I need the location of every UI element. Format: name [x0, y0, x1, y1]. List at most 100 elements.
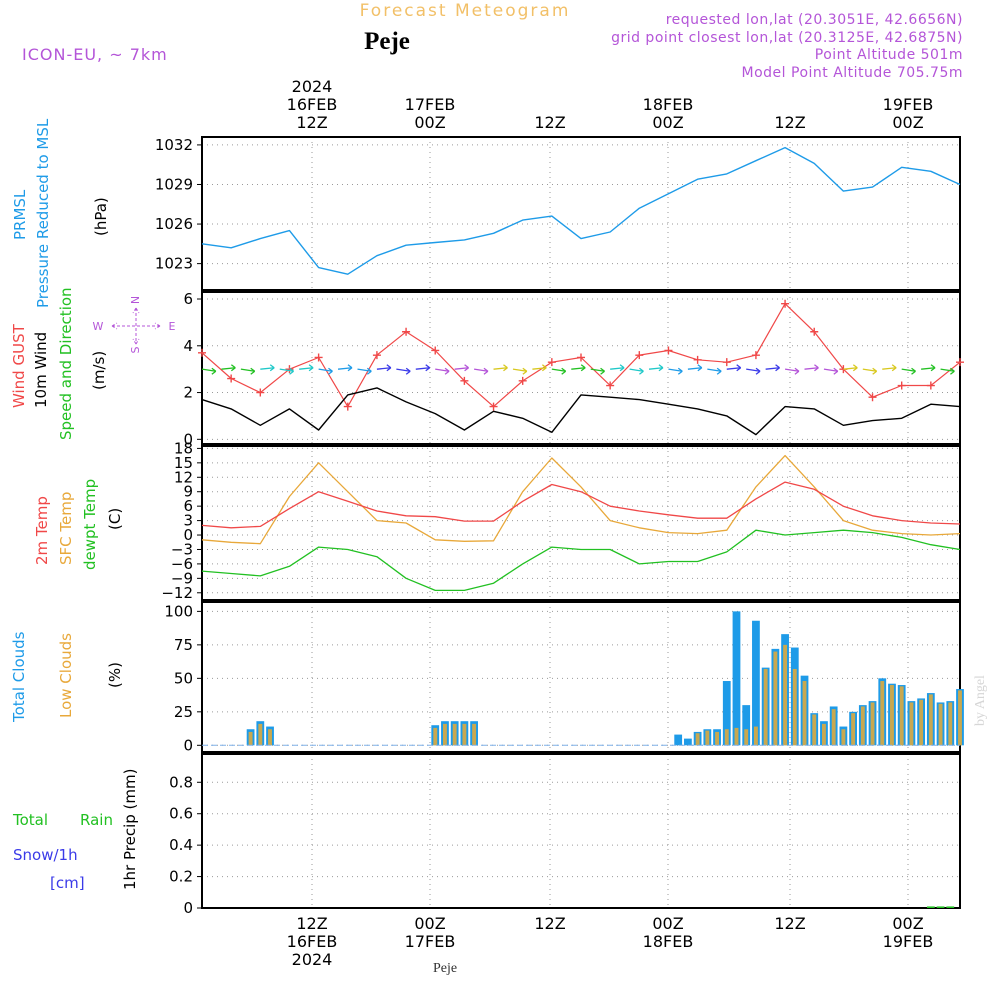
wind-arrow-head [814, 364, 819, 372]
wind-arrow-head [736, 364, 742, 372]
wind-direction-arrow [279, 368, 294, 372]
compass-arrows-icon [111, 307, 161, 345]
wind-arrow-head [386, 364, 392, 372]
wind-direction-arrow [396, 368, 411, 372]
total-cloud-bar [732, 611, 741, 746]
low-cloud-bar [909, 702, 914, 746]
low-cloud-bar [783, 644, 788, 746]
wind-arrow-head [328, 367, 333, 375]
y-tick-label: −12 [161, 584, 193, 602]
wind-arrow-head [541, 364, 547, 372]
bottom-hour-label: 00Z [652, 914, 683, 933]
location-name: Peje [364, 28, 410, 55]
compass-north: N [129, 296, 142, 304]
low-cloud-bar [812, 714, 817, 746]
wind-direction-arrow [435, 368, 450, 372]
point-altitude: Point Altitude 501m [815, 47, 963, 63]
low-cloud-bar [443, 723, 447, 746]
low-cloud-bar [268, 729, 272, 746]
wind-arrow-head [464, 364, 469, 372]
low-cloud-bar [919, 699, 924, 746]
footer-location: Peje [433, 961, 457, 976]
total-cloud-bar [674, 734, 683, 746]
temp-2m-line [201, 481, 961, 529]
label-snow: Snow/1h [13, 846, 78, 864]
wind-direction-arrow [590, 368, 605, 372]
y-tick-label: 1023 [155, 255, 193, 273]
rain-bar [946, 906, 955, 908]
y-tick-label: 50 [174, 669, 193, 687]
temp-panel-labels: 2m Temp SFC Temp dewpt Temp (C) [33, 479, 124, 570]
label-wind-gust: Wind GUST [10, 323, 28, 408]
bottom-date-label: 16FEB [287, 932, 338, 951]
wind-arrow-head [444, 367, 450, 375]
wind-direction-arrow [707, 368, 722, 372]
wind-arrow-head [425, 364, 431, 372]
y-tick-label: 1029 [155, 175, 193, 193]
wind-arrow-head [405, 367, 411, 375]
low-cloud-bar [958, 690, 962, 746]
bottom-hour-label: 00Z [892, 914, 923, 933]
low-cloud-bar [734, 727, 739, 746]
panel-frame [201, 136, 961, 291]
credit-watermark: by Angel [973, 675, 988, 726]
wind-gust-marker [577, 353, 585, 362]
wind-arrow-head [600, 367, 605, 375]
wind-arrow-head [483, 367, 489, 375]
compass-east: E [169, 320, 176, 333]
y-tick-label: 3 [183, 512, 193, 530]
wind-arrow-head [794, 367, 800, 375]
low-cloud-bar [938, 703, 943, 746]
wind-arrow-head [269, 364, 275, 372]
low-cloud-bar [792, 668, 797, 746]
wind-gust-marker [285, 365, 294, 374]
wind-direction-arrow [610, 367, 625, 370]
wind-arrow-head [950, 367, 955, 375]
low-cloud-bar [258, 723, 263, 746]
wind-arrow-head [872, 367, 878, 375]
wind-direction-arrow [804, 367, 819, 370]
wind-direction-arrow [901, 368, 916, 372]
wind-arrow-head [891, 364, 897, 372]
wind-gust-marker [751, 351, 760, 360]
label-ms: (m/s) [90, 351, 108, 390]
wind-direction-arrow [882, 367, 897, 370]
wind-gust-marker [722, 358, 731, 367]
wind-direction-arrow [415, 367, 430, 370]
wind-direction-arrow [493, 367, 508, 370]
y-tick-label: 25 [174, 703, 193, 721]
requested-coords: requested lon,lat (20.3051E, 42.6656N) [666, 12, 963, 28]
label-total-clouds: Total Clouds [10, 631, 28, 723]
y-tick-label: 0.6 [169, 805, 193, 823]
low-cloud-bar [462, 723, 467, 746]
y-tick-label: −9 [171, 569, 193, 587]
wind-direction-arrow [746, 368, 761, 372]
pressure-panel-labels: PRMSL Pressure Reduced to MSL (hPa) [11, 118, 110, 308]
wind-direction-arrow [376, 367, 391, 370]
wind-direction-arrow [823, 368, 838, 372]
y-tick-label: 2 [183, 384, 193, 402]
wind-gust-marker [227, 374, 236, 383]
low-cloud-bar [773, 651, 778, 746]
wind-arrow-head [911, 367, 916, 375]
panel-frame [201, 601, 961, 753]
bottom-hour-label: 12Z [774, 914, 805, 933]
top-hour-label: 00Z [652, 113, 683, 132]
wind-gust-marker [256, 388, 265, 397]
wind-arrow-head [658, 364, 664, 372]
top-hour-label: 12Z [296, 113, 327, 132]
low-cloud-bar [948, 702, 953, 746]
top-date-label: 17FEB [405, 95, 456, 114]
model-altitude: Model Point Altitude 705.75m [742, 65, 963, 81]
rain-bar [926, 906, 935, 908]
low-cloud-bar [724, 729, 729, 746]
top-hour-label: 12Z [774, 113, 805, 132]
grid-point-coords: grid point closest lon,lat (20.3125E, 42… [611, 30, 963, 46]
wind-gust-marker [693, 355, 702, 364]
wind-direction-arrow [299, 367, 314, 370]
wind-gust-marker [343, 402, 352, 411]
bottom-hour-label: 12Z [296, 914, 327, 933]
wind-arrow-head [230, 364, 236, 372]
wind-gust-marker [956, 358, 964, 367]
total-cloud-bar [722, 681, 731, 746]
